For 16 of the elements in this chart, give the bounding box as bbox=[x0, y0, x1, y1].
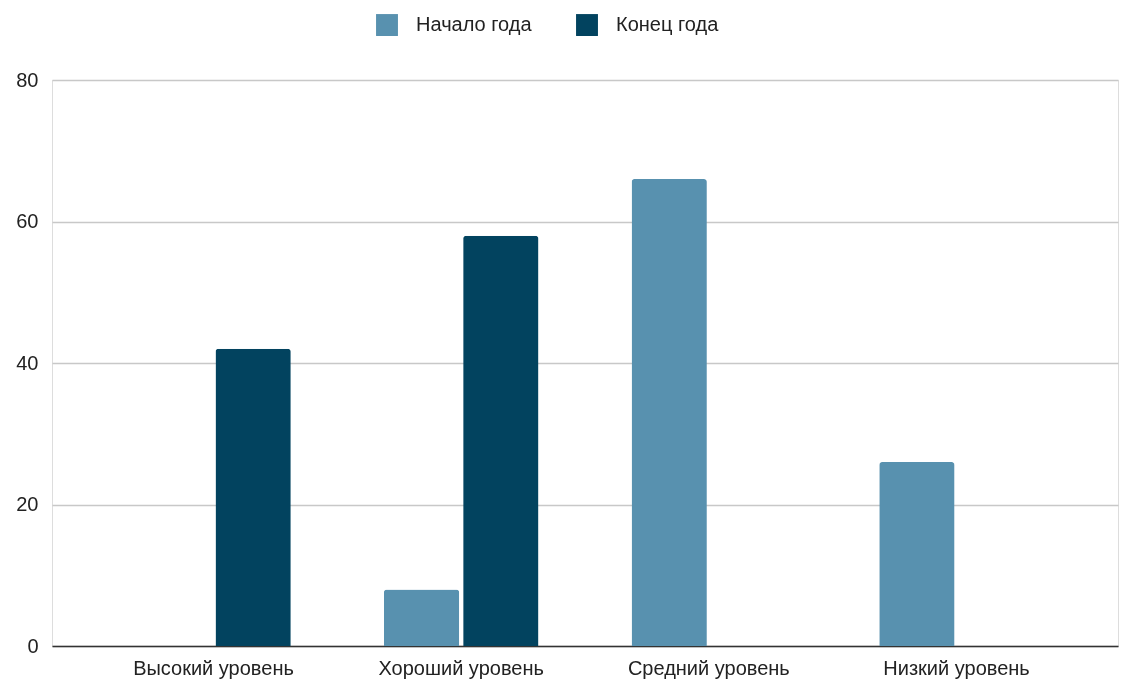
bar bbox=[383, 589, 460, 646]
bar bbox=[215, 348, 291, 646]
y-tick-label: 80 bbox=[16, 68, 39, 91]
y-tick-label: 0 bbox=[27, 634, 39, 657]
x-tick-label: Средний уровень bbox=[627, 656, 790, 679]
legend-label: Конец года bbox=[616, 13, 720, 36]
bar bbox=[879, 462, 955, 646]
bar bbox=[631, 179, 707, 646]
bar bbox=[463, 235, 539, 646]
legend-label: Начало года bbox=[416, 13, 533, 36]
y-tick-label: 60 bbox=[16, 210, 39, 232]
y-tick-label: 20 bbox=[16, 493, 39, 515]
x-tick-label: Высокий уровень bbox=[133, 656, 294, 679]
y-tick-label: 40 bbox=[16, 351, 39, 374]
x-tick-label: Низкий уровень bbox=[883, 656, 1030, 679]
x-tick-label: Хороший уровень bbox=[378, 656, 544, 679]
